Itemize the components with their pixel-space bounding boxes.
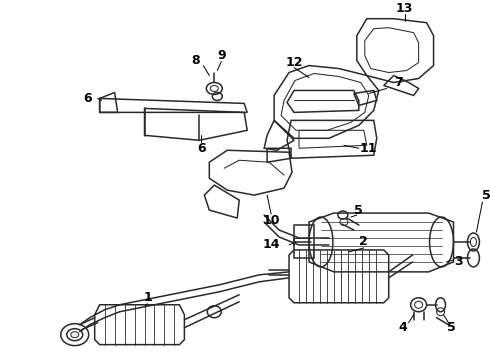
Text: 13: 13 <box>396 2 414 15</box>
Text: 2: 2 <box>360 235 368 248</box>
Text: 5: 5 <box>482 189 490 202</box>
Text: 5: 5 <box>447 321 456 334</box>
Text: 3: 3 <box>454 255 463 269</box>
Text: 12: 12 <box>285 56 303 69</box>
Text: 6: 6 <box>197 142 206 155</box>
Text: 11: 11 <box>360 142 377 155</box>
Text: 7: 7 <box>394 76 403 89</box>
Text: 9: 9 <box>217 49 225 62</box>
Text: 5: 5 <box>354 203 363 217</box>
Text: 10: 10 <box>262 213 280 226</box>
Text: 1: 1 <box>143 291 152 304</box>
Text: 4: 4 <box>398 321 407 334</box>
Text: 14: 14 <box>262 238 280 251</box>
Text: 6: 6 <box>83 92 92 105</box>
Text: 8: 8 <box>191 54 199 67</box>
